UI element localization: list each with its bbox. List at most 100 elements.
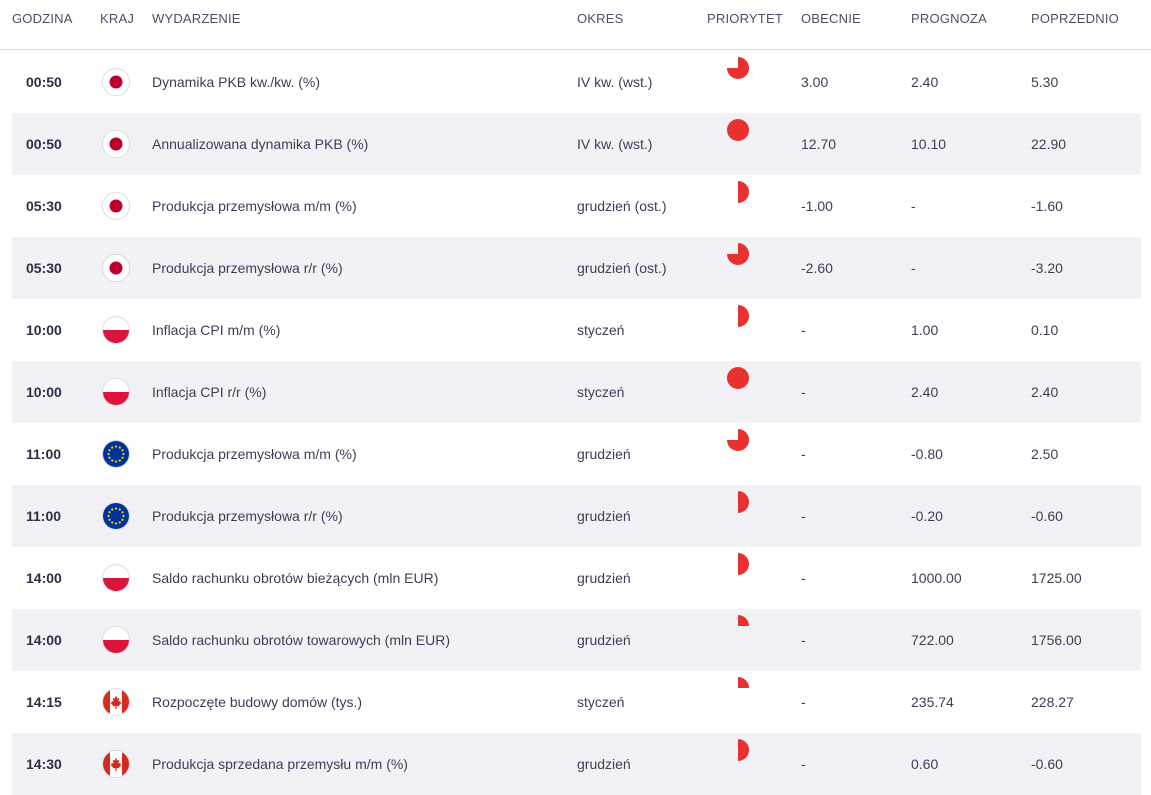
table-header: GODZINA KRAJ WYDARZENIE OKRES PRIORYTET … — [0, 0, 1151, 50]
event-name[interactable]: Saldo rachunku obrotów towarowych (mln E… — [152, 632, 451, 648]
country-flag — [102, 254, 130, 282]
country-flag — [102, 440, 130, 468]
event-period: IV kw. (wst.) — [577, 74, 653, 90]
event-name[interactable]: Produkcja przemysłowa m/m (%) — [152, 198, 357, 214]
event-time: 14:15 — [26, 694, 62, 710]
event-time: 14:30 — [26, 756, 62, 772]
event-period: IV kw. (wst.) — [577, 136, 653, 152]
previous-value: 2.50 — [1031, 446, 1059, 462]
eu-flag-icon — [102, 440, 130, 468]
event-name[interactable]: Dynamika PKB kw./kw. (%) — [152, 74, 321, 90]
event-time: 10:00 — [26, 322, 62, 338]
priority-icon — [727, 553, 749, 575]
japan-flag-icon — [102, 192, 130, 220]
country-flag — [102, 192, 130, 220]
event-time: 11:00 — [26, 446, 62, 462]
actual-value: 3.00 — [801, 74, 829, 90]
table-row[interactable]: 05:30 Produkcja przemysłowa m/m (%) grudzi… — [12, 175, 1141, 237]
event-name[interactable]: Inflacja CPI m/m (%) — [152, 322, 281, 338]
header-forecast[interactable]: PROGNOZA — [911, 11, 987, 26]
country-flag — [102, 750, 130, 778]
event-period: styczeń — [577, 694, 625, 710]
event-period: styczeń — [577, 322, 625, 338]
header-priority[interactable]: PRIORYTET — [707, 11, 783, 26]
event-name[interactable]: Annualizowana dynamika PKB (%) — [152, 136, 369, 152]
previous-value: -1.60 — [1031, 198, 1063, 214]
priority-icon — [727, 57, 749, 79]
header-previous[interactable]: POPRZEDNIO — [1031, 11, 1119, 26]
event-name[interactable]: Inflacja CPI r/r (%) — [152, 384, 267, 400]
event-time: 00:50 — [26, 136, 62, 152]
table-row[interactable]: 10:00 Inflacja CPI r/r (%) styczeń - 2.40 2.4… — [12, 361, 1141, 423]
actual-value: - — [801, 756, 806, 772]
event-period: grudzień (ost.) — [577, 198, 667, 214]
event-name[interactable]: Saldo rachunku obrotów bieżących (mln EU… — [152, 570, 439, 586]
previous-value: 22.90 — [1031, 136, 1067, 152]
actual-value: - — [801, 384, 806, 400]
previous-value: -0.60 — [1031, 756, 1063, 772]
forecast-value: 1.00 — [911, 322, 939, 338]
event-name[interactable]: Produkcja przemysłowa r/r (%) — [152, 508, 343, 524]
header-event[interactable]: WYDARZENIE — [152, 11, 241, 26]
actual-value: - — [801, 446, 806, 462]
country-flag — [102, 130, 130, 158]
previous-value: -0.60 — [1031, 508, 1063, 524]
country-flag — [102, 688, 130, 716]
table-row[interactable]: 00:50 Dynamika PKB kw./kw. (%) IV kw. (wst… — [12, 51, 1141, 113]
event-name[interactable]: Produkcja przemysłowa m/m (%) — [152, 446, 357, 462]
table-row[interactable]: 11:00 Produkcja przemysłowa m/m (%) grudzi… — [12, 423, 1141, 485]
priority-icon — [727, 677, 749, 699]
table-row[interactable]: 11:00 Produkcja przemysłowa r/r (%) grudzi… — [12, 485, 1141, 547]
forecast-value: - — [911, 198, 916, 214]
table-row[interactable]: 14:00 Saldo rachunku obrotów bieżących (m… — [12, 547, 1141, 609]
japan-flag-icon — [102, 130, 130, 158]
forecast-value: -0.80 — [911, 446, 943, 462]
table-row[interactable]: 05:30 Produkcja przemysłowa r/r (%) grudzi… — [12, 237, 1141, 299]
table-row[interactable]: 14:30 Produkcja sprzedana przemysłu m/m (… — [12, 733, 1141, 795]
table-row[interactable]: 00:50 Annualizowana dynamika PKB (%) IV kw… — [12, 113, 1141, 175]
table-row[interactable]: 14:00 Saldo rachunku obrotów towarowych (… — [12, 609, 1141, 671]
event-time: 14:00 — [26, 570, 62, 586]
priority-icon — [727, 305, 749, 327]
forecast-value: 2.40 — [911, 384, 939, 400]
priority-icon — [727, 491, 749, 513]
header-country[interactable]: KRAJ — [100, 11, 135, 26]
canada-flag-icon — [102, 750, 130, 778]
table-row[interactable]: 10:00 Inflacja CPI m/m (%) styczeń - 1.00 0.1… — [12, 299, 1141, 361]
forecast-value: 235.74 — [911, 694, 954, 710]
event-period: grudzień — [577, 632, 631, 648]
event-period: grudzień — [577, 508, 631, 524]
event-name[interactable]: Produkcja sprzedana przemysłu m/m (%) — [152, 756, 408, 772]
actual-value: - — [801, 632, 806, 648]
canada-flag-icon — [102, 688, 130, 716]
table-row[interactable]: 14:15 Rozpoczęte budowy domów (tys.) stycz… — [12, 671, 1141, 733]
header-time[interactable]: GODZINA — [12, 11, 73, 26]
priority-icon — [727, 243, 749, 265]
priority-icon — [727, 429, 749, 451]
japan-flag-icon — [102, 254, 130, 282]
country-flag — [102, 68, 130, 96]
header-actual[interactable]: OBECNIE — [801, 11, 861, 26]
event-period: grudzień — [577, 756, 631, 772]
actual-value: - — [801, 322, 806, 338]
event-time: 05:30 — [26, 198, 62, 214]
event-name[interactable]: Produkcja przemysłowa r/r (%) — [152, 260, 343, 276]
event-time: 14:00 — [26, 632, 62, 648]
forecast-value: -0.20 — [911, 508, 943, 524]
previous-value: -3.20 — [1031, 260, 1063, 276]
event-name[interactable]: Rozpoczęte budowy domów (tys.) — [152, 694, 363, 710]
priority-icon — [727, 181, 749, 203]
actual-value: - — [801, 508, 806, 524]
event-time: 11:00 — [26, 508, 62, 524]
forecast-value: 0.60 — [911, 756, 939, 772]
priority-icon — [727, 119, 749, 141]
event-period: styczeń — [577, 384, 625, 400]
poland-flag-icon — [102, 626, 130, 654]
previous-value: 1756.00 — [1031, 632, 1082, 648]
country-flag — [102, 626, 130, 654]
previous-value: 2.40 — [1031, 384, 1059, 400]
previous-value: 228.27 — [1031, 694, 1074, 710]
priority-icon — [727, 739, 749, 761]
country-flag — [102, 378, 130, 406]
header-period[interactable]: OKRES — [577, 11, 624, 26]
